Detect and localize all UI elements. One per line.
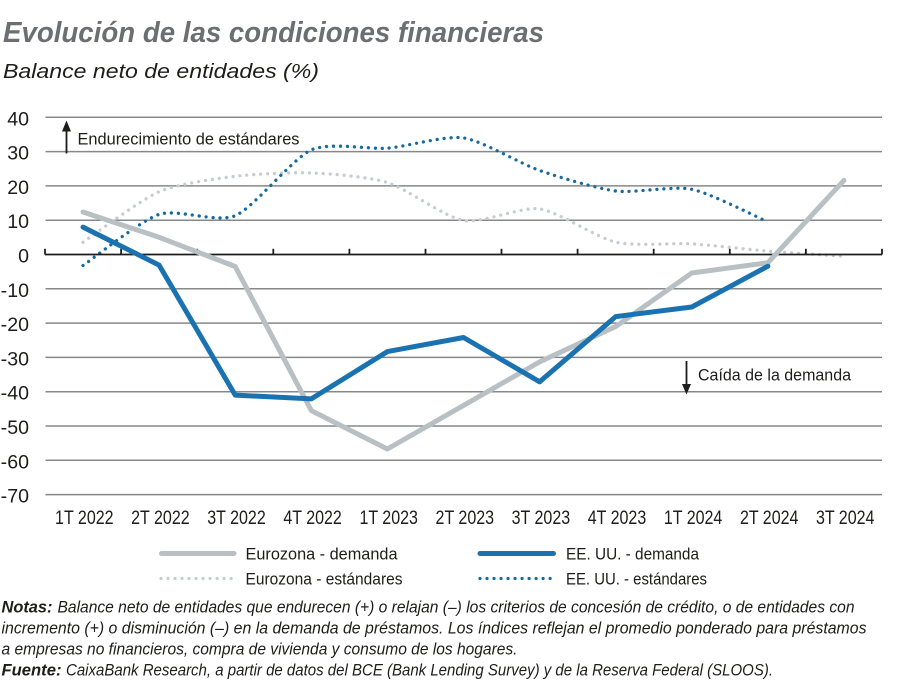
svg-text:1T 2024: 1T 2024 [664,507,723,529]
svg-text:-10: -10 [1,280,29,302]
svg-text:2T 2023: 2T 2023 [436,507,495,529]
svg-text:Balance neto de entidades (%): Balance neto de entidades (%) [3,60,319,83]
svg-text:4T 2022: 4T 2022 [283,507,342,529]
svg-text:-60: -60 [1,451,29,473]
svg-text:Eurozona - demanda: Eurozona - demanda [246,546,399,564]
svg-text:-70: -70 [1,486,29,508]
svg-text:Evolución de las condiciones f: Evolución de las condiciones financieras [3,17,544,49]
svg-text:3T 2023: 3T 2023 [512,507,571,529]
svg-text:EE. UU. - demanda: EE. UU. - demanda [566,546,700,564]
svg-text:-20: -20 [1,314,29,336]
svg-text:EE. UU. - estándares: EE. UU. - estándares [566,571,707,589]
svg-text:1T 2022: 1T 2022 [55,507,114,529]
svg-text:Endurecimiento de estándares: Endurecimiento de estándares [78,131,300,149]
svg-text:30: 30 [7,143,29,165]
svg-text:10: 10 [7,211,29,233]
svg-text:2T 2024: 2T 2024 [740,507,799,529]
svg-text:3T 2024: 3T 2024 [816,507,875,529]
svg-text:Eurozona - estándares: Eurozona - estándares [246,571,403,589]
svg-text:Balance neto de entidades que: Balance neto de entidades que endurecen … [58,599,855,617]
svg-text:incremento (+) o disminución (: incremento (+) o disminución (–) en la d… [2,620,867,638]
svg-text:1T 2023: 1T 2023 [359,507,418,529]
svg-text:-30: -30 [1,348,29,370]
svg-text:Fuente:: Fuente: [2,662,62,680]
svg-text:Notas:: Notas: [2,599,53,617]
svg-text:3T 2022: 3T 2022 [207,507,266,529]
svg-text:0: 0 [18,246,29,268]
svg-text:-50: -50 [1,417,29,439]
svg-text:4T 2023: 4T 2023 [588,507,647,529]
svg-text:2T 2022: 2T 2022 [131,507,190,529]
svg-text:Caída de la demanda: Caída de la demanda [698,367,852,385]
svg-text:-40: -40 [1,383,29,405]
svg-text:a empresas no financieros, com: a empresas no financieros, compra de viv… [2,641,518,659]
svg-text:CaixaBank Research, a partir d: CaixaBank Research, a partir de datos de… [66,662,773,680]
svg-text:20: 20 [7,177,29,199]
svg-text:40: 40 [7,108,29,130]
